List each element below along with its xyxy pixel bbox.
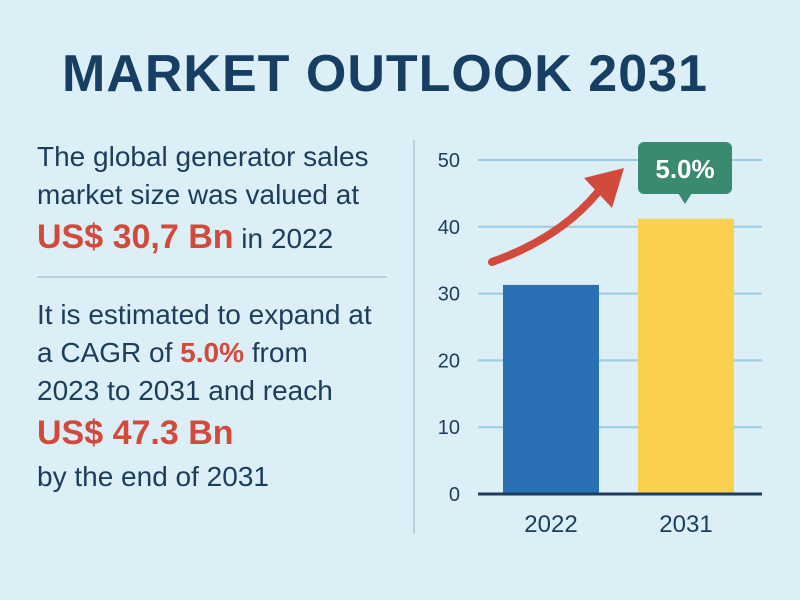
cagr-suffix: from: [244, 337, 308, 368]
summary-line-1: The global generator sales: [37, 141, 369, 172]
market-value-2022: US$ 30,7 Bn: [37, 218, 234, 256]
market-value-2031: US$ 47.3 Bn: [37, 414, 234, 452]
cagr-prefix: a CAGR of: [37, 337, 181, 368]
bar-chart: 0 10 20 30 40 50 2022 2031 5.0%: [438, 142, 762, 538]
cagr-badge: 5.0%: [638, 142, 732, 204]
y-axis-ticks: 0 10 20 30 40 50: [438, 150, 460, 506]
summary-line-6: 2023 to 2031 and reach: [37, 375, 333, 406]
bars: [503, 218, 734, 494]
y-tick-label: 10: [438, 417, 460, 439]
cagr-badge-pointer: [678, 193, 692, 204]
cagr-badge-bg: [638, 142, 732, 194]
vertical-divider: [413, 140, 415, 534]
growth-arrow-icon: [488, 188, 602, 266]
summary-line-7: US$ 47.3 Bn: [37, 410, 397, 458]
summary-line-5: a CAGR of 5.0% from: [37, 334, 397, 372]
y-tick-label: 40: [438, 217, 460, 239]
summary-line-2: market size was valued at: [37, 179, 360, 210]
bar-2031: [638, 218, 734, 494]
x-axis-ticks: 2022 2031: [524, 511, 712, 538]
page-title: MARKET OUTLOOK 2031: [62, 45, 708, 103]
cagr-badge-label: 5.0%: [655, 154, 714, 184]
summary-line-8: by the end of 2031: [37, 461, 269, 492]
y-tick-label: 20: [438, 350, 460, 372]
arrowhead-icon: [584, 168, 624, 208]
y-tick-label: 0: [449, 484, 460, 506]
y-tick-label: 30: [438, 284, 460, 306]
summary-line-4: It is estimated to expand at: [37, 299, 372, 330]
summary-line-3: US$ 30,7 Bn in 2022: [37, 214, 397, 262]
bar-2022: [503, 284, 599, 494]
cagr-value: 5.0%: [180, 337, 244, 368]
x-tick-label: 2031: [659, 511, 712, 538]
horizontal-divider: [37, 276, 387, 278]
y-tick-label: 50: [438, 150, 460, 172]
x-tick-label: 2022: [524, 511, 577, 538]
year-suffix: in 2022: [233, 223, 334, 254]
summary-text: The global generator sales market size w…: [37, 138, 397, 496]
